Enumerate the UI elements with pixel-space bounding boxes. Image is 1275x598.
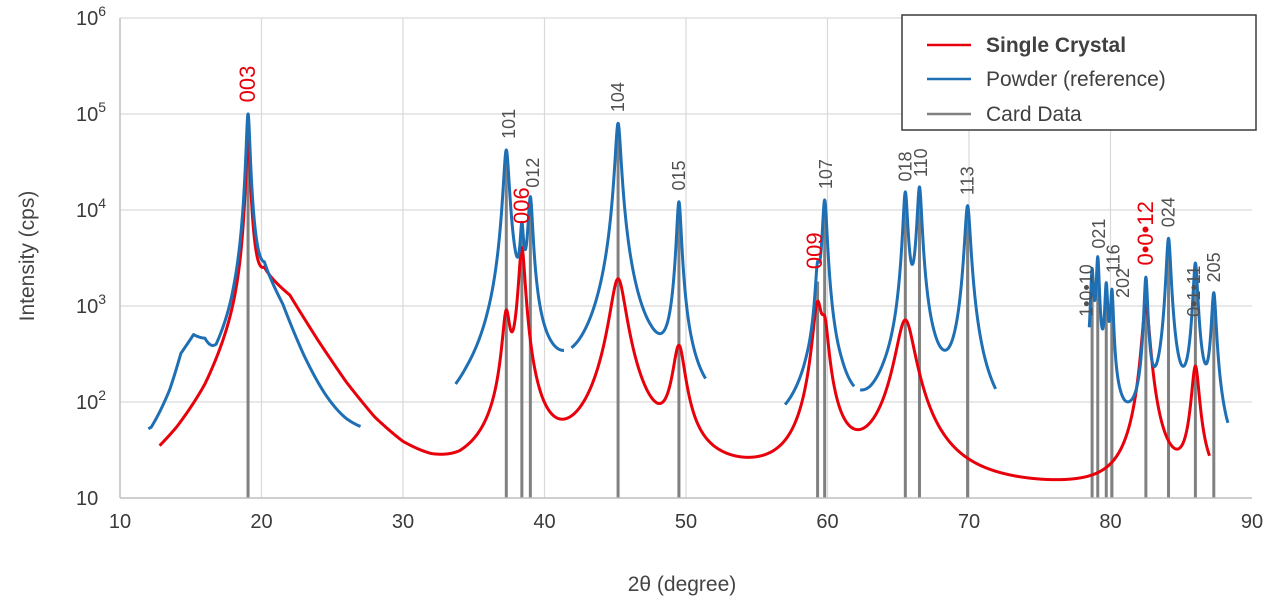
y-tick-label: 105 (76, 99, 106, 126)
x-tick-label: 50 (675, 511, 697, 533)
y-tick-label: 10 (76, 488, 98, 510)
axes (119, 18, 1252, 499)
legend-box (901, 14, 1257, 131)
peak-label: 202 (1113, 268, 1133, 298)
legend: Single Crystal Powder (reference) Card D… (901, 14, 1257, 131)
x-tick-label: 90 (1241, 511, 1263, 533)
peak-label: 018 (895, 151, 915, 181)
peak-label: 116 (1103, 244, 1123, 273)
peak-label: 0•1•11 (1184, 266, 1204, 317)
x-tick-label: 40 (533, 511, 555, 533)
peak-label: 012 (523, 158, 543, 188)
y-tick-label: 106 (76, 3, 106, 30)
peak-label: 110 (911, 148, 931, 177)
peak-label: 003 (235, 66, 260, 103)
peak-label: 0•0•12 (1133, 201, 1158, 265)
peak-label: 205 (1204, 252, 1224, 282)
x-tick-label: 80 (1099, 511, 1121, 533)
peak-label: 015 (669, 160, 689, 190)
y-tick-label: 103 (76, 291, 106, 318)
peak-label: 101 (499, 109, 519, 139)
x-tick-label: 70 (958, 511, 980, 533)
x-tick-label: 20 (250, 511, 272, 533)
y-axis-label: Intensity (cps) (16, 191, 39, 322)
x-tick-label: 10 (109, 511, 131, 533)
peak-label: 024 (1159, 197, 1179, 227)
card-data-lines (246, 114, 1216, 498)
peak-label: 104 (608, 82, 628, 112)
series-lines (147, 112, 1230, 482)
x-tick-label: 30 (392, 511, 414, 533)
legend-label-card-data: Card Data (986, 103, 1082, 126)
y-tick-label: 102 (76, 387, 106, 414)
peak-label: 113 (958, 166, 978, 195)
y-tick-labels: 10 102 103 104 105 106 (76, 3, 106, 510)
peak-label: 107 (816, 159, 836, 189)
y-tick-label: 104 (76, 195, 106, 222)
legend-label-single-crystal: Single Crystal (986, 34, 1126, 57)
legend-label-powder: Powder (reference) (986, 68, 1166, 91)
x-axis-label: 2θ (degree) (628, 573, 737, 596)
x-tick-labels: 10 20 30 40 50 60 70 80 90 (109, 511, 1263, 533)
peak-label: 006 (509, 187, 534, 224)
peak-label: 021 (1089, 219, 1109, 249)
x-tick-label: 60 (816, 511, 838, 533)
series-line-single-crystal (158, 133, 1211, 482)
series-line-powder (147, 112, 1230, 431)
peak-label: 1•0•10 (1076, 264, 1096, 317)
peak-label: 009 (802, 232, 827, 269)
